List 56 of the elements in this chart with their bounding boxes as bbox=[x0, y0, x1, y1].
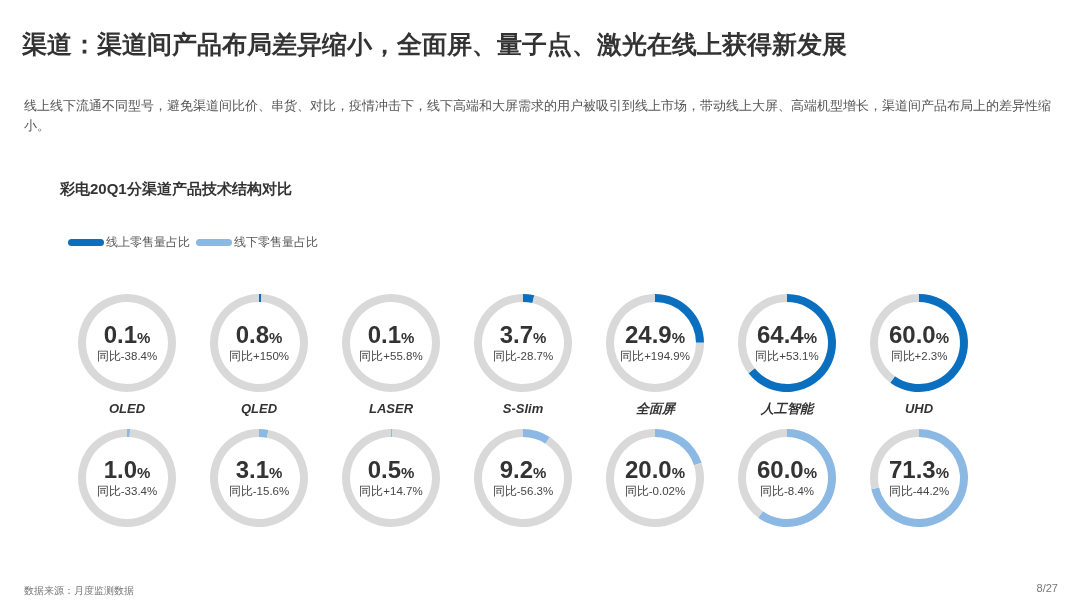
data-label: 9.2% bbox=[499, 456, 547, 483]
donut-slice bbox=[890, 294, 968, 392]
text: 同比-38.4% bbox=[96, 350, 158, 362]
text: 同比-28.7% bbox=[492, 350, 554, 362]
text: S-Slim bbox=[502, 401, 544, 416]
data-label: 71.3% bbox=[888, 456, 950, 483]
text: 彩电20Q1分渠道产品技术结构对比 bbox=[60, 180, 292, 199]
data-label: 0.1% bbox=[367, 321, 415, 348]
data-label: 3.7% bbox=[499, 321, 547, 348]
text: 同比+2.3% bbox=[890, 350, 948, 362]
text: 渠道：渠道间产品布局差异缩小，全面屏、量子点、激光在线上获得新发展 bbox=[22, 29, 847, 60]
donut-slice bbox=[523, 294, 535, 304]
donut-slice bbox=[748, 294, 836, 392]
donut-slice bbox=[758, 429, 836, 527]
source-note: 数据来源：月度监测数据 bbox=[24, 584, 134, 598]
donut-slice bbox=[127, 429, 131, 438]
donut-slice bbox=[606, 429, 704, 527]
donut-slice bbox=[474, 429, 572, 527]
text: 8/27 bbox=[1036, 582, 1058, 594]
text: 线上线下流通不同型号，避免渠道间比价、串货、对比，疫情冲击下，线下高端和大屏需求的用户被吸引到线上市场，带动线上大屏、高端机型增长，渠道间产品布局上的差异性缩小。 bbox=[24, 97, 1052, 135]
text: 同比+150% bbox=[228, 350, 290, 362]
text: QLED bbox=[240, 401, 278, 416]
text: 同比-8.4% bbox=[759, 485, 815, 497]
text: 同比-0.02% bbox=[624, 485, 686, 497]
data-label: 1.0% bbox=[103, 456, 151, 483]
data-label: 0.8% bbox=[235, 321, 283, 348]
data-label: 3.1% bbox=[235, 456, 283, 483]
donut-slice bbox=[871, 429, 968, 527]
data-label: 24.9% bbox=[624, 321, 686, 348]
legend-label: 线下零售量占比 bbox=[234, 235, 318, 250]
text: 同比-15.6% bbox=[228, 485, 290, 497]
text: 同比-56.3% bbox=[492, 485, 554, 497]
text: 人工智能 bbox=[760, 401, 815, 416]
donut-slice bbox=[606, 294, 704, 392]
text: 同比-33.4% bbox=[96, 485, 158, 497]
text: 全面屏 bbox=[635, 401, 677, 416]
data-label: 20.0% bbox=[624, 456, 686, 483]
text: UHD bbox=[904, 401, 934, 416]
text: 同比+55.8% bbox=[359, 350, 423, 362]
text: 同比+194.9% bbox=[620, 350, 690, 362]
text: OLED bbox=[108, 401, 146, 416]
donut-slice bbox=[523, 429, 550, 444]
data-label: 60.0% bbox=[756, 456, 818, 483]
data-label: 0.5% bbox=[367, 456, 415, 483]
donut-slice bbox=[210, 429, 308, 527]
data-label: 0.1% bbox=[103, 321, 151, 348]
donut-slice bbox=[78, 429, 176, 527]
text: 同比-44.2% bbox=[888, 485, 950, 497]
data-label: 60.0% bbox=[888, 321, 950, 348]
text: 同比+14.7% bbox=[359, 485, 423, 497]
text: 同比+53.1% bbox=[755, 350, 819, 362]
legend-label: 线上零售量占比 bbox=[106, 235, 190, 250]
text: LASER bbox=[368, 401, 414, 416]
donut-slice bbox=[259, 429, 269, 438]
donut-slice bbox=[474, 294, 572, 392]
data-label: 64.4% bbox=[756, 321, 818, 348]
